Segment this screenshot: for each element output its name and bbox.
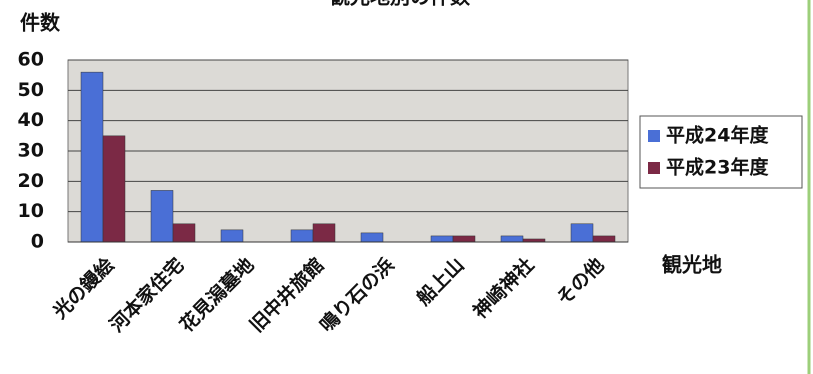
y-tick-label: 40 bbox=[18, 109, 44, 131]
legend-swatch bbox=[648, 130, 660, 142]
chart-title: 観光地別の件数 bbox=[330, 0, 471, 9]
legend-label: 平成24年度 bbox=[666, 124, 769, 147]
bar bbox=[570, 223, 594, 243]
bar bbox=[430, 235, 454, 243]
legend-swatch bbox=[648, 162, 660, 174]
x-tick-label: 光の鏝絵 bbox=[48, 253, 119, 324]
bar bbox=[312, 223, 336, 243]
y-tick-label: 30 bbox=[18, 140, 44, 162]
bar bbox=[452, 235, 476, 243]
bar bbox=[592, 235, 616, 243]
x-tick-label: 船上山 bbox=[412, 253, 469, 310]
bar bbox=[290, 229, 314, 243]
x-tick-label: 河本家住宅 bbox=[105, 253, 188, 336]
x-tick-label: 鳴り石の浜 bbox=[315, 253, 398, 336]
bar bbox=[172, 223, 196, 243]
bar bbox=[360, 232, 384, 243]
x-axis-label: 観光地 bbox=[662, 253, 722, 277]
y-tick-label: 50 bbox=[18, 79, 44, 101]
y-axis-label: 件数 bbox=[20, 11, 61, 35]
x-tick-label: 花見潟墓地 bbox=[175, 253, 258, 336]
x-tick-label: 旧中井旅館 bbox=[245, 253, 328, 336]
y-tick-label: 10 bbox=[18, 200, 44, 222]
bar bbox=[80, 71, 104, 243]
bar bbox=[220, 229, 244, 243]
y-tick-label: 60 bbox=[18, 49, 44, 71]
legend-box bbox=[639, 115, 803, 189]
y-tick-label: 0 bbox=[31, 231, 44, 253]
x-tick-label: 神崎神社 bbox=[468, 253, 538, 323]
legend-label: 平成23年度 bbox=[666, 156, 769, 179]
y-tick-label: 20 bbox=[18, 170, 44, 192]
bar bbox=[102, 135, 126, 243]
x-tick-label: その他 bbox=[552, 253, 609, 310]
bar bbox=[500, 235, 524, 243]
bar bbox=[150, 190, 174, 243]
